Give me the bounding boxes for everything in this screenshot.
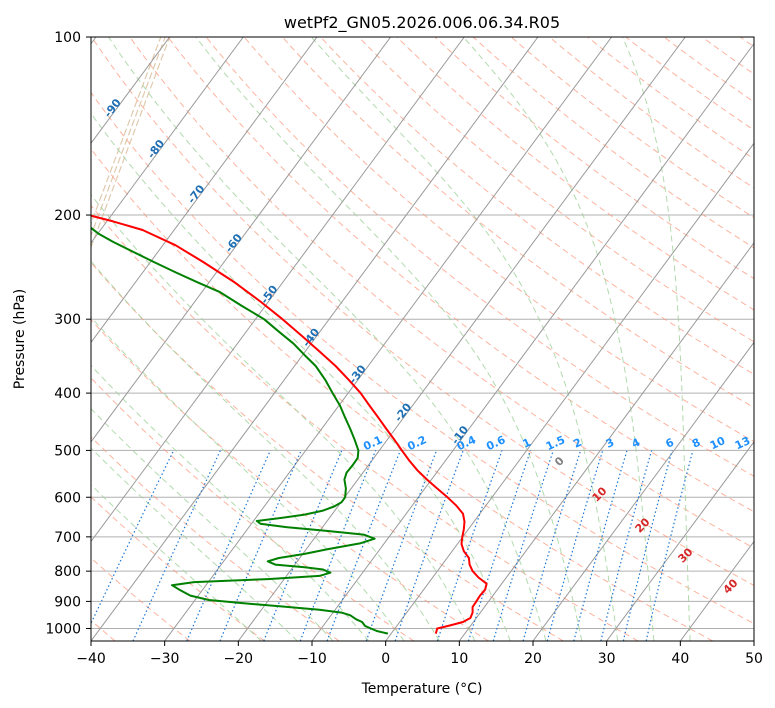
y-axis-ticks: 100 200 300 400 500 600 700 800 900 1000 <box>45 30 91 637</box>
x-tick-label: −30 <box>150 651 180 667</box>
isotherm-line <box>91 37 539 641</box>
x-axis-label: Temperature (°C) <box>361 681 483 697</box>
plot-area: -100-90-80-70-60-50-40-30-20-100.10.20.4… <box>91 37 754 641</box>
mixing-ratio-line <box>91 450 175 625</box>
plot-frame <box>90 36 755 642</box>
x-tick-label: −40 <box>76 651 106 667</box>
dry-adiabat-line <box>396 37 754 311</box>
isotherm-lines <box>91 37 754 641</box>
moist-adiabat-line <box>108 37 547 641</box>
y-tick-label: 900 <box>54 594 81 610</box>
y-tick-label: 700 <box>54 530 81 546</box>
moist-adiabat-lines <box>91 37 691 641</box>
mixing-ratio-line <box>219 450 302 641</box>
mixing-ratio-line <box>546 450 604 641</box>
mixing-ratio-line <box>492 450 554 641</box>
mixing-ratio-line <box>622 450 673 641</box>
dry-adiabat-line <box>549 37 754 189</box>
mixing-ratio-lines <box>91 450 694 641</box>
isotherm-line <box>91 37 318 344</box>
mixing-ratio-line <box>132 450 221 641</box>
isotherm-line <box>164 37 613 641</box>
dry-adiabat-line <box>358 37 754 343</box>
isotherm-line <box>91 37 171 145</box>
y-tick-label: 1000 <box>45 621 81 637</box>
x-tick-label: −10 <box>297 651 327 667</box>
dry-adiabat-line <box>129 37 754 549</box>
isotherm-line <box>91 37 392 443</box>
x-tick-label: 10 <box>450 651 468 667</box>
isotherm-line <box>606 441 754 641</box>
isotherm-line <box>91 37 244 244</box>
y-tick-label: 800 <box>54 564 81 580</box>
y-tick-label: 200 <box>54 208 81 224</box>
moist-adiabat-line <box>462 37 655 641</box>
isotherm-line <box>385 142 754 641</box>
moist-adiabat-line <box>311 37 619 641</box>
mixing-ratio-line <box>365 450 438 641</box>
moist-adiabat-line <box>622 37 691 641</box>
isotherm-line <box>311 42 754 641</box>
dry-adiabat-line <box>510 37 754 219</box>
mixing-ratio-line <box>436 450 503 641</box>
dry-adiabat-line <box>167 37 754 513</box>
mixing-ratio-line <box>600 450 653 641</box>
dry-adiabat-line <box>320 37 754 375</box>
dry-adiabat-line <box>91 37 754 586</box>
x-tick-label: 30 <box>598 651 616 667</box>
mixing-ratio-line <box>467 450 532 641</box>
dry-adiabat-line <box>91 148 713 641</box>
mixing-ratio-line <box>522 450 582 641</box>
dewpoint-line <box>91 226 389 635</box>
y-axis-label: Pressure (hPa) <box>12 289 28 389</box>
isobar-lines <box>91 37 754 629</box>
x-tick-label: 40 <box>671 651 689 667</box>
x-tick-label: 50 <box>745 651 763 667</box>
dry-adiabat-line <box>205 37 754 477</box>
moist-adiabat-line <box>195 37 583 641</box>
mixing-ratio-label: 10 <box>708 434 728 452</box>
dry-adiabat-line <box>91 91 754 625</box>
y-tick-label: 400 <box>54 386 81 402</box>
moist-adiabat-line <box>91 407 334 641</box>
moist-adiabat-line <box>91 447 298 641</box>
moist-adiabat-line <box>91 484 262 641</box>
dry-adiabat-line <box>91 319 489 641</box>
mixing-ratio-line <box>394 450 464 641</box>
dry-adiabat-line <box>91 496 265 641</box>
x-tick-label: 20 <box>524 651 542 667</box>
moist-adiabat-line <box>91 316 405 641</box>
mixing-ratio-line <box>573 450 628 641</box>
isotherm-line <box>91 37 465 543</box>
y-tick-label: 500 <box>54 443 81 459</box>
x-tick-label: 0 <box>381 651 390 667</box>
dry-adiabat-line <box>587 37 754 160</box>
moist-adiabat-line <box>91 112 511 641</box>
mixing-ratio-line <box>645 450 694 641</box>
sounding-series <box>91 214 488 635</box>
mixing-ratio-line <box>186 450 271 641</box>
isotherm-line <box>458 241 754 641</box>
temperature-line <box>91 214 488 634</box>
y-tick-label: 600 <box>54 490 81 506</box>
x-tick-label: −20 <box>224 651 254 667</box>
dry-adiabat-line <box>91 377 415 641</box>
mixing-ratio-label: 13 <box>733 434 752 452</box>
x-axis-ticks: −40 −30 −20 −10 0 10 20 30 40 50 <box>76 641 763 667</box>
moist-adiabat-line <box>91 364 370 641</box>
isotherm-line <box>532 341 754 641</box>
chart-title: wetPf2_GN05.2026.006.06.34.R05 <box>284 13 560 33</box>
y-tick-label: 100 <box>54 30 81 46</box>
y-tick-label: 300 <box>54 312 81 328</box>
isotherm-line <box>237 37 686 641</box>
dry-adiabat-line <box>91 204 639 641</box>
moist-adiabat-line <box>91 260 440 641</box>
